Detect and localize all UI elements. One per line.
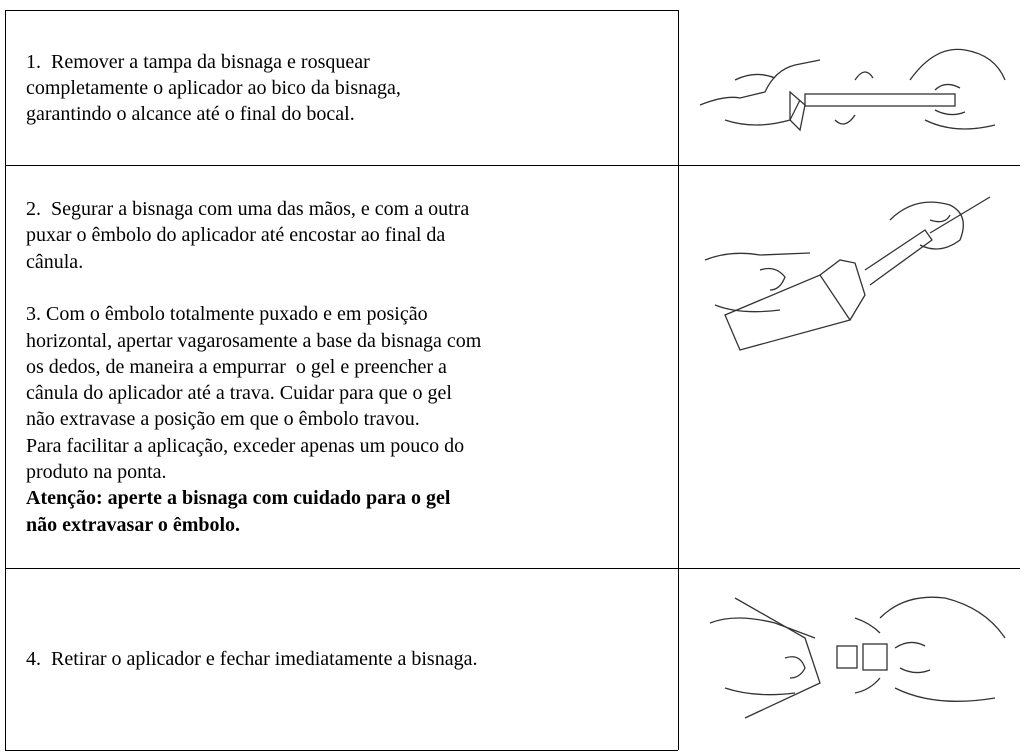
text-line: Atenção: aperte a bisnaga com cuidado pa… xyxy=(26,487,451,510)
illustration-1 xyxy=(699,48,1006,132)
paragraph: 2. Segurar a bisnaga com uma das mãos, e… xyxy=(26,196,668,275)
border xyxy=(5,165,1020,166)
paragraph: 4. Retirar o aplicador e fechar imediata… xyxy=(26,646,668,672)
text-line: cânula. xyxy=(26,250,84,273)
text-line: Para facilitar a aplicação, exceder apen… xyxy=(26,434,465,457)
border xyxy=(678,10,679,750)
text-line: horizontal, apertar vagarosamente a base… xyxy=(26,329,482,352)
text-line: completamente o aplicador ao bico da bis… xyxy=(26,76,401,99)
step-cell: 4. Retirar o aplicador e fechar imediata… xyxy=(6,569,678,750)
text-line: cânula do aplicador até a trava. Cuidar … xyxy=(26,382,452,405)
text-line: 4. Retirar o aplicador e fechar imediata… xyxy=(26,648,478,671)
text-line: 2. Segurar a bisnaga com uma das mãos, e… xyxy=(26,198,470,221)
step-cell: 2. Segurar a bisnaga com uma das mãos, e… xyxy=(6,166,678,568)
border xyxy=(5,750,678,751)
warning: Atenção: aperte a bisnaga com cuidado pa… xyxy=(26,485,668,538)
paragraph: 1. Remover a tampa da bisnaga e rosquear… xyxy=(26,49,668,128)
border xyxy=(5,10,678,11)
illustration-2 xyxy=(704,196,991,351)
text-line: os dedos, de maneira a empurrar o gel e … xyxy=(26,355,447,378)
text-line: não extravase a posição em que o êmbolo … xyxy=(26,408,420,431)
paragraph: 3. Com o êmbolo totalmente puxado e em p… xyxy=(26,301,668,485)
text-line: garantindo o alcance até o final do boca… xyxy=(26,103,355,126)
text-line: 1. Remover a tampa da bisnaga e rosquear xyxy=(26,50,370,73)
step-cell: 1. Remover a tampa da bisnaga e rosquear… xyxy=(6,11,678,165)
text-line: puxar o êmbolo do aplicador até encostar… xyxy=(26,224,446,247)
illustration-3 xyxy=(709,596,1006,719)
text-line: produto na ponta. xyxy=(26,461,167,484)
text-line: não extravasar o êmbolo. xyxy=(26,513,241,536)
text-line: 3. Com o êmbolo totalmente puxado e em p… xyxy=(26,303,428,326)
border xyxy=(5,568,1020,569)
border xyxy=(5,10,6,750)
